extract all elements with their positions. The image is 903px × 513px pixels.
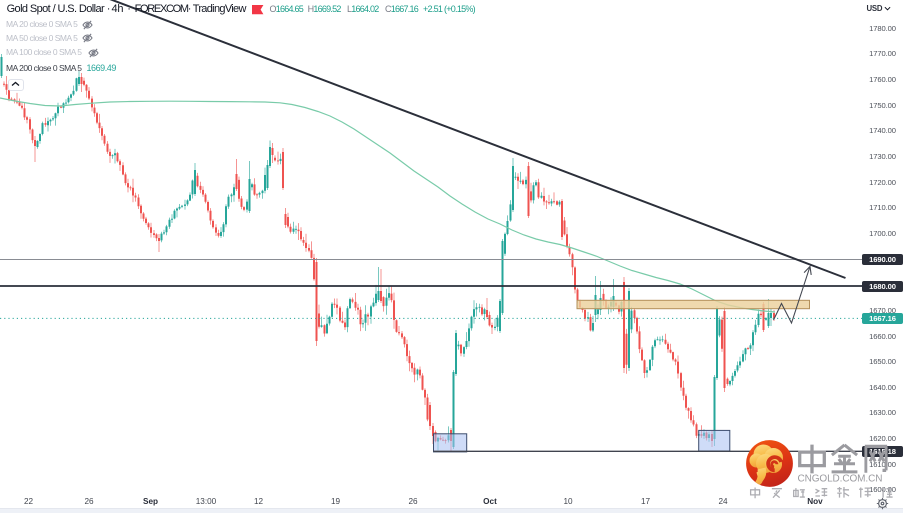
- svg-text:CNGOLD.COM.CN: CNGOLD.COM.CN: [798, 474, 883, 485]
